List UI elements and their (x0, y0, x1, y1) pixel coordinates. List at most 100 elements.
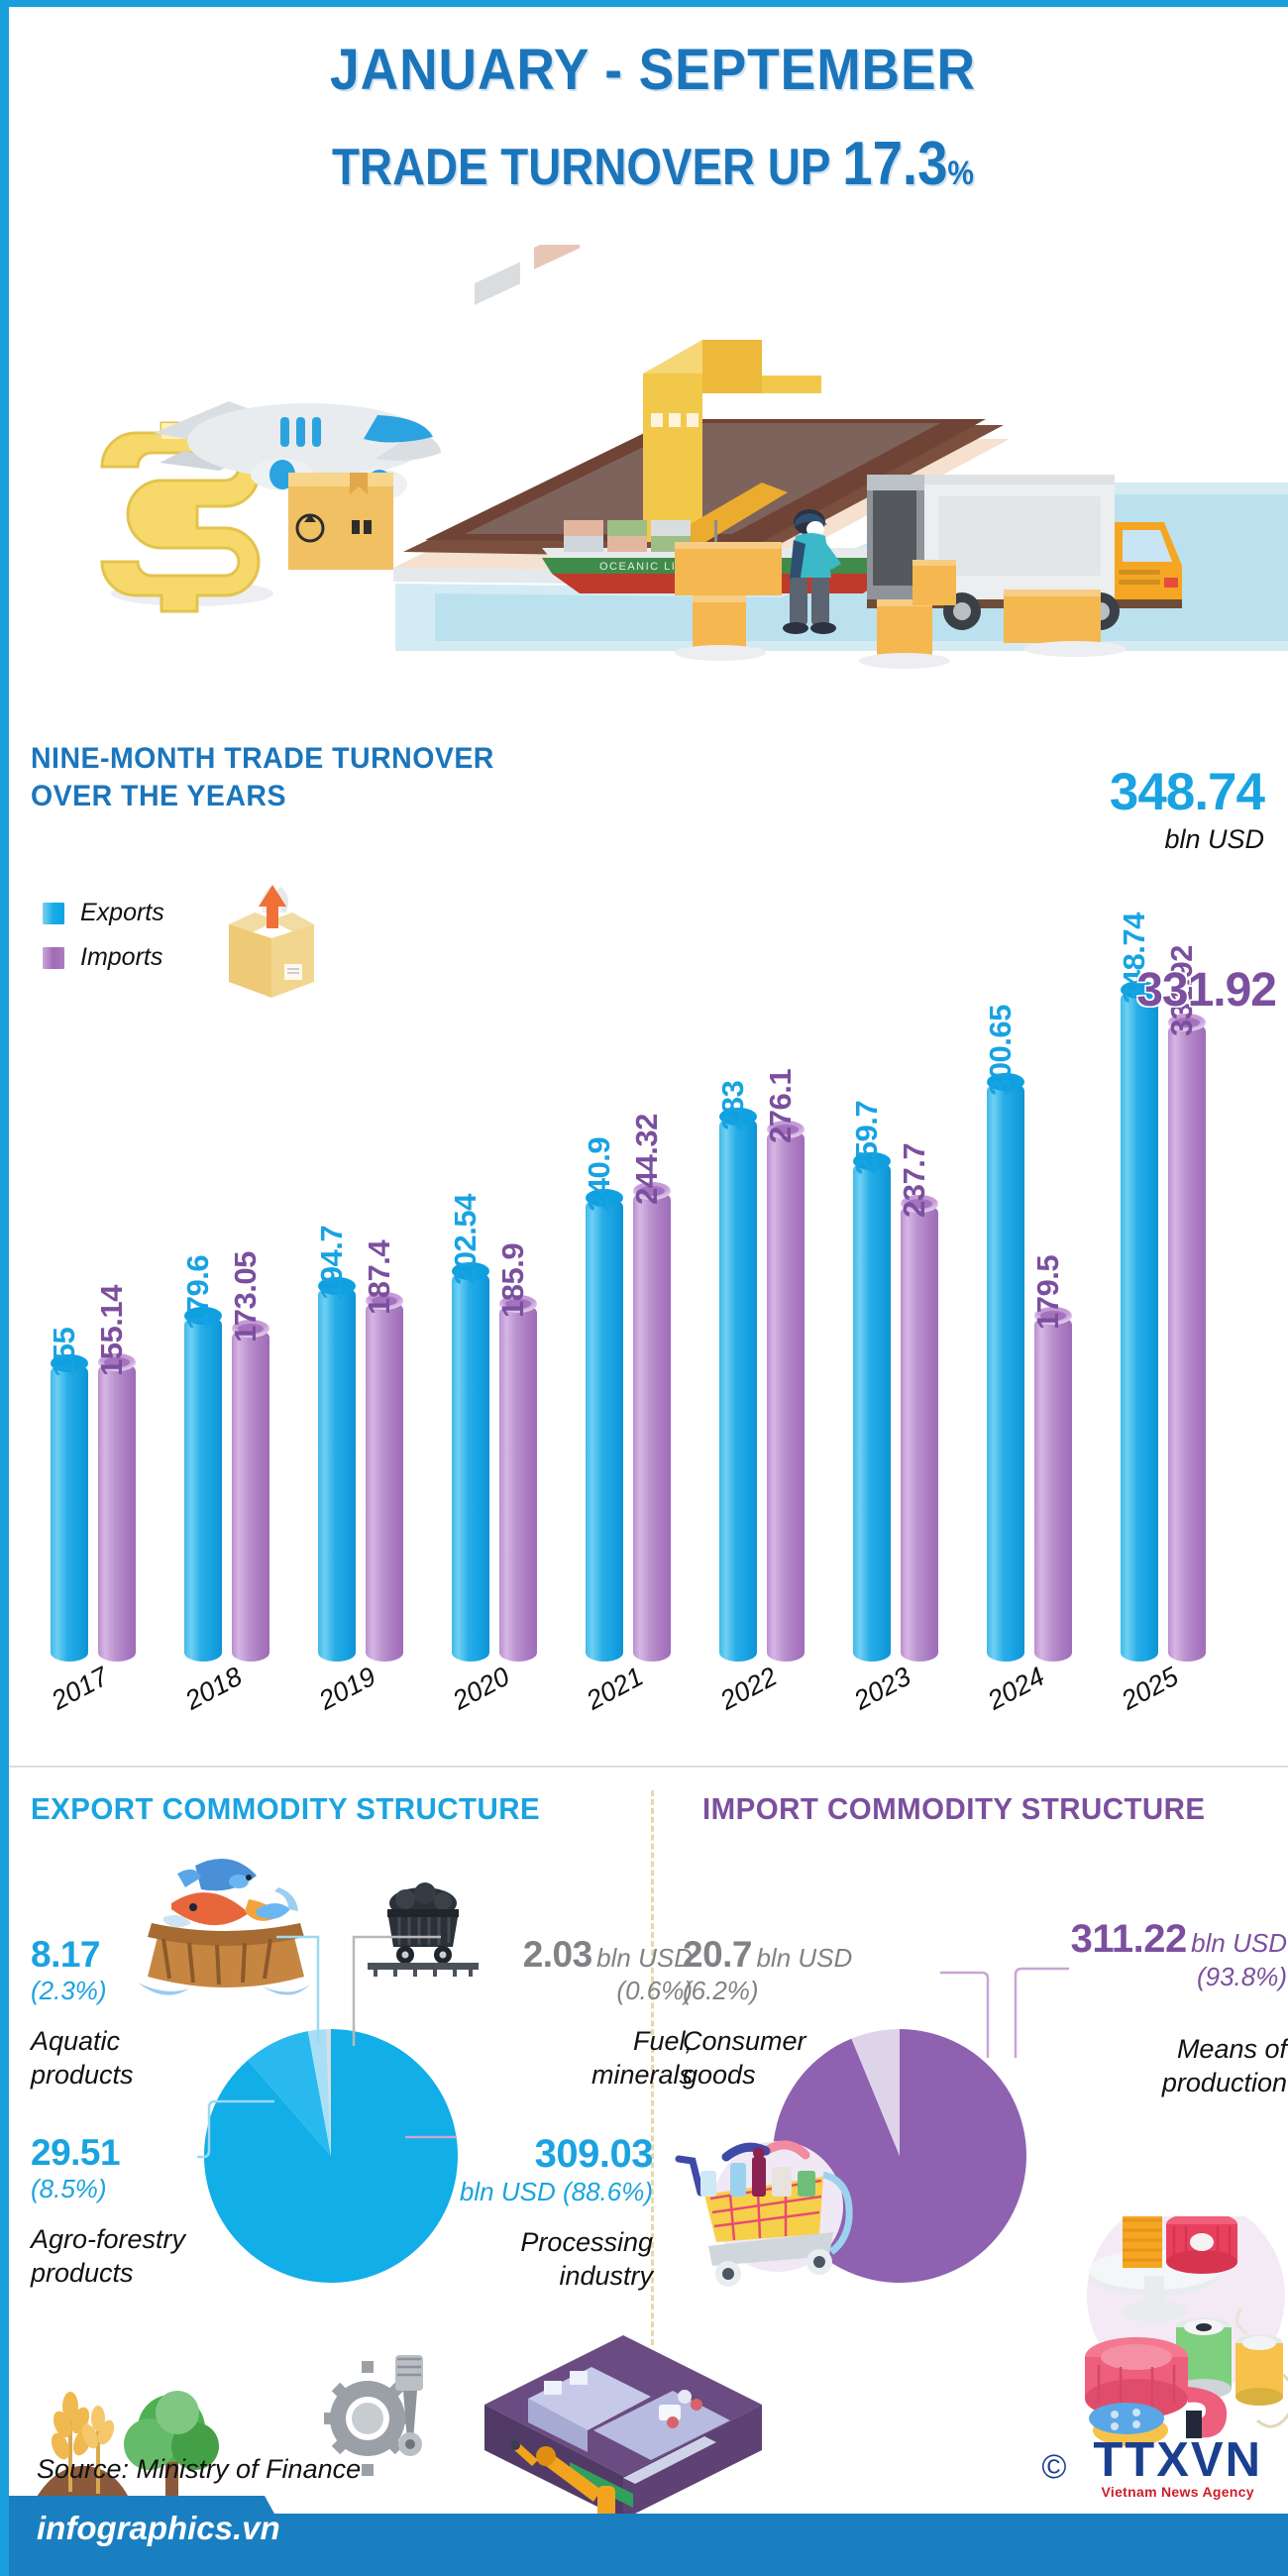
fuel-value: 2.03 (522, 1934, 593, 1975)
means-value: 311.22 (1070, 1917, 1188, 1961)
agro-value: 29.51 (31, 2132, 121, 2173)
x-axis-label-2021: 2021 (582, 1661, 649, 1716)
legend-item-exports: Exports (43, 899, 164, 927)
cardboard-box-icon (288, 473, 393, 570)
header-percent-sign: % (947, 155, 975, 192)
bar-cap (499, 1295, 537, 1313)
consumer-value: 20.7 (683, 1934, 753, 1975)
worker-figure (783, 509, 841, 634)
bar-cap (1168, 1014, 1206, 1031)
ttxvn-logo: © TTXVN Vietnam News Agency (1041, 2432, 1262, 2500)
means-label: Means of production (1161, 2034, 1287, 2097)
bar-value-2024-exports: 300.65 (983, 1005, 1018, 1096)
gear-piston-icon (322, 2345, 453, 2499)
agency-name: TTXVN (1093, 2433, 1262, 2487)
header-line-2-text: TRADE TURNOVER UP (331, 139, 843, 196)
export-structure-title: EXPORT COMMODITY STRUCTURE (31, 1791, 541, 1826)
x-axis-label-2022: 2022 (715, 1661, 783, 1716)
legend-label-imports: Imports (80, 943, 163, 971)
bar-value-2023-imports: 237.7 (897, 1142, 931, 1218)
chart-title-line-1: NINE-MONTH TRADE TURNOVER (31, 742, 494, 775)
chart-legend: Exports Imports (43, 899, 164, 988)
bar-cap (901, 1195, 938, 1213)
highlight-export-unit: bln USD (1164, 824, 1264, 854)
legend-swatch-exports (43, 902, 64, 924)
processing-unit-percent: bln USD (88.6%) (459, 2177, 653, 2206)
bar-cap (633, 1182, 671, 1200)
bar-2021-exports (586, 1189, 623, 1662)
processing-label: Processing industry (520, 2227, 653, 2291)
import-structure-title: IMPORT COMMODITY STRUCTURE (702, 1791, 1206, 1826)
bar-2023-exports (853, 1152, 891, 1662)
bar-2020-exports (452, 1262, 489, 1662)
bar-2022-imports (767, 1121, 805, 1662)
bar-cap (719, 1108, 757, 1126)
means-unit: bln USD (1191, 1928, 1287, 1958)
export-item-agro: 29.51 (8.5%) Agro-forestry products (31, 2132, 288, 2290)
bar-cap (51, 1354, 88, 1372)
bar-cap (1034, 1307, 1072, 1325)
bar-2019-exports (318, 1277, 356, 1662)
header-line-1: JANUARY - SEPTEMBER (330, 38, 976, 102)
highlight-export-value: 348.74 (1109, 763, 1265, 821)
port-crane-icon (643, 340, 821, 550)
bar-2020-imports (499, 1295, 537, 1662)
agro-percent: (8.5%) (31, 2174, 107, 2203)
bar-cap (318, 1277, 356, 1295)
consumer-percent: (6.2%) (683, 1976, 759, 2005)
bar-2025-exports (1121, 981, 1158, 1662)
fuel-percent: (0.6%) (616, 1976, 693, 2005)
bar-2024-exports (987, 1073, 1024, 1662)
export-connectors (197, 1935, 457, 2159)
means-percent: (93.8%) (1196, 1962, 1287, 1991)
x-axis-label-2023: 2023 (849, 1661, 916, 1716)
header-line-2: TRADE TURNOVER UP 17.3% (86, 129, 1220, 199)
bar-2017-exports (51, 1354, 88, 1662)
bar-value-2017-exports: 155 (47, 1327, 81, 1377)
bar-value-2019-exports: 194.7 (314, 1225, 349, 1300)
bar-value-2023-exports: 259.7 (849, 1100, 884, 1175)
logistics-illustration: OCEANIC LINES (9, 88, 1288, 710)
import-item-consumer: 20.7 bln USD (6.2%) Consumer goods (683, 1934, 960, 2092)
bar-2024-imports (1034, 1307, 1072, 1662)
x-axis-label-2024: 2024 (983, 1661, 1050, 1716)
bar-value-2022-exports: 283 (715, 1080, 750, 1130)
bar-chart: 155 155.14 2017 179.6 173.05 2018 194.7 187.4 20… (9, 879, 1288, 1715)
bar-value-2019-imports: 187.4 (362, 1239, 396, 1315)
bar-value-2020-imports: 185.9 (495, 1242, 530, 1318)
export-pie-slice-1 (247, 2031, 331, 2156)
header-title-block: JANUARY - SEPTEMBER TRADE TURNOVER UP 17… (9, 37, 1288, 199)
bar-2023-imports (901, 1195, 938, 1662)
bar-cap (853, 1152, 891, 1170)
ship-containers (564, 520, 691, 552)
processing-value: 309.03 (534, 2132, 654, 2176)
copyright-symbol: © (1041, 2448, 1067, 2486)
fuel-unit: bln USD (596, 1943, 693, 1973)
bar-cap (1121, 981, 1158, 999)
section-divider (9, 1766, 1288, 1768)
bar-value-2018-imports: 173.05 (228, 1251, 263, 1342)
consumer-unit: bln USD (756, 1943, 853, 1973)
bar-2018-imports (232, 1320, 269, 1662)
bar-cap (232, 1320, 269, 1338)
aquatic-value: 8.17 (31, 1934, 101, 1975)
footer-site-url[interactable]: infographics.vn (37, 2510, 280, 2546)
thread-spools-icon (1027, 2197, 1288, 2459)
bar-2025-imports (1168, 1014, 1206, 1662)
bar-cap (366, 1292, 403, 1310)
bar-cap (98, 1353, 136, 1371)
chart-section-title: NINE-MONTH TRADE TURNOVER OVER THE YEARS (31, 740, 494, 815)
bar-value-2018-exports: 179.6 (180, 1254, 215, 1330)
wheat-tree-icon (29, 2355, 237, 2519)
bar-cap (452, 1262, 489, 1280)
export-pie-slice-2 (307, 2029, 331, 2156)
legend-swatch-imports (43, 946, 64, 969)
agro-label: Agro-forestry products (31, 2224, 186, 2288)
footer-ribbon-tab (9, 2496, 306, 2571)
x-axis-label-2017: 2017 (47, 1661, 114, 1716)
export-item-fuel: 2.03 bln USD (0.6%) Fuel, minerals (445, 1934, 693, 2092)
bar-value-2020-exports: 202.54 (448, 1194, 483, 1285)
consumer-label: Consumer goods (683, 2026, 806, 2090)
import-pie-slice-1 (851, 2029, 900, 2156)
